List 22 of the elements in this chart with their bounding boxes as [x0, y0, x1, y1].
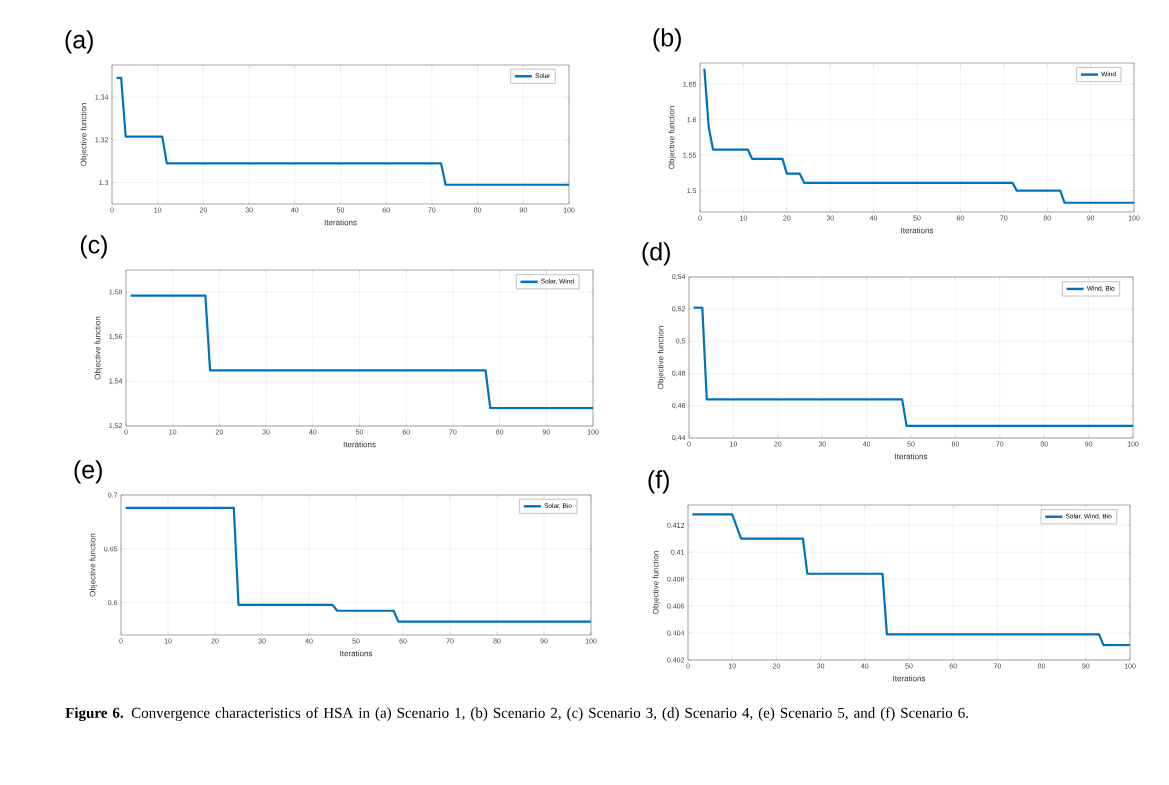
y-axis-title: Objective function — [89, 533, 97, 597]
line-series — [691, 513, 1131, 647]
line-series — [703, 67, 1135, 204]
chart-title: (d) — [642, 242, 670, 266]
x-axis-title: Iterations — [340, 650, 373, 657]
chart-title: (b) — [653, 28, 681, 52]
chart-title: (f) — [648, 470, 669, 494]
x-axis-title: Iterations — [895, 453, 928, 460]
y-axis-title: Objective function — [657, 326, 665, 389]
line-series — [115, 76, 570, 186]
x-axis-title: Iterations — [343, 441, 376, 448]
x-axis-title: Iterations — [893, 675, 926, 682]
y-axis-title: Objective function — [80, 103, 88, 166]
x-axis-title: Iterations — [324, 219, 357, 226]
y-axis-title: Objective function — [652, 551, 661, 614]
text: Figure 6. Convergence characteristics of HSA in (a) Scenario 1, (b) Scenario 2, (c) Scenario 3, (d) Scenario 4, (e) Scenario 5, and (f) Scenario 6. — [65, 707, 968, 722]
chart-title: (e) — [74, 460, 102, 484]
chart-title: (c) — [80, 235, 107, 259]
chart-title: (a) — [65, 30, 93, 54]
x-axis-title: Iterations — [901, 227, 934, 234]
y-axis-title: Objective function — [668, 106, 676, 169]
y-axis-title: Objective function — [94, 316, 102, 380]
